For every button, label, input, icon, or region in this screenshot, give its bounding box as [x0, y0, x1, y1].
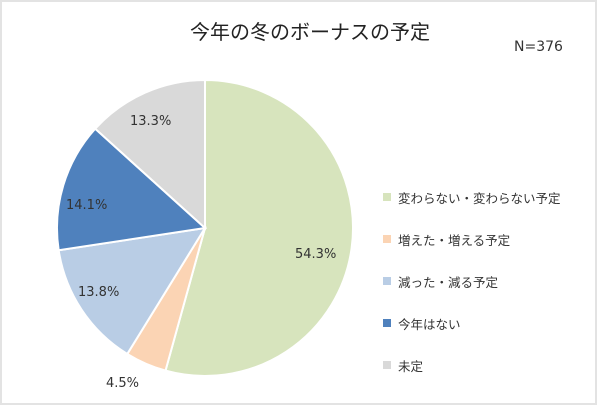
pie-slice-undecided: [93, 78, 206, 231]
legend-swatch: [383, 361, 391, 369]
slice-label-unchanged: 54.3%: [295, 247, 336, 262]
legend-item-decrease: 減った・減る予定: [383, 260, 561, 302]
sample-size-label: N=376: [514, 39, 563, 55]
pie-slice-decrease: [57, 226, 207, 356]
slice-label-none-this-year: 14.1%: [66, 198, 107, 213]
legend-swatch: [383, 235, 391, 243]
slice-label-decrease: 13.8%: [78, 285, 119, 300]
legend-item-increase: 増えた・増える予定: [383, 218, 561, 260]
legend-swatch: [383, 193, 391, 201]
legend-item-none-this-year: 今年はない: [383, 302, 561, 344]
legend-item-unchanged: 変わらない・変わらない予定: [383, 176, 561, 218]
slice-label-increase: 4.5%: [106, 376, 139, 391]
slice-label-undecided: 13.3%: [130, 114, 171, 129]
legend: 変わらない・変わらない予定 増えた・増える予定 減った・減る予定 今年はない 未…: [383, 176, 561, 386]
pie-slice-unchanged: [164, 78, 355, 377]
chart-title: 今年の冬のボーナスの予定: [190, 20, 430, 44]
legend-item-undecided: 未定: [383, 344, 561, 386]
pie-slice-none-this-year: [56, 127, 208, 252]
legend-swatch: [383, 277, 391, 285]
legend-swatch: [383, 319, 391, 327]
